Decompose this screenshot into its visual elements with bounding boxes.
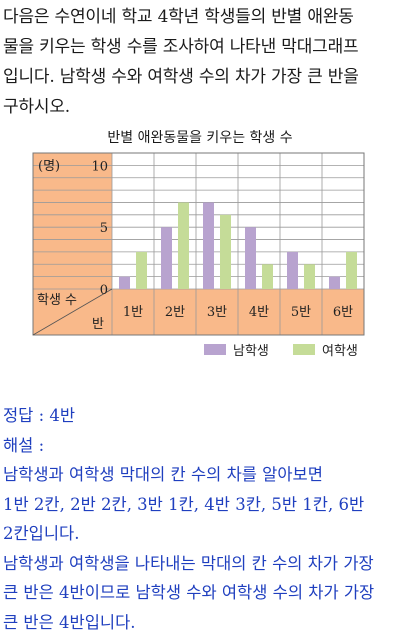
- answer-result: 정답 : 4반: [3, 401, 399, 431]
- x-tick-label: 3반: [207, 305, 227, 320]
- explanation-line: 남학생과 여학생 막대의 칸 수의 차를 알아보면: [3, 460, 399, 490]
- explanation-line: 큰 반은 4반입니다.: [3, 608, 399, 637]
- bar-boys: [245, 227, 256, 289]
- bar-girls: [304, 264, 315, 289]
- bar-girls: [178, 202, 189, 289]
- legend-swatch: [293, 344, 315, 355]
- unit-label: (명): [38, 159, 60, 174]
- x-tick-label: 2반: [165, 305, 185, 320]
- y-tick-label: 5: [100, 221, 108, 236]
- y-tick-label: 0: [100, 283, 108, 298]
- x-axis-title: 반: [92, 317, 104, 332]
- legend-swatch: [204, 344, 226, 355]
- explanation-line: 2칸입니다.: [3, 519, 399, 549]
- bar-boys: [203, 202, 214, 289]
- bar-boys: [329, 277, 340, 289]
- y-tick-label: 10: [91, 159, 108, 174]
- bar-boys: [287, 252, 298, 289]
- y-axis-title: 학생 수: [37, 293, 77, 308]
- answer-block: 정답 : 4반 해설 : 남학생과 여학생 막대의 칸 수의 차를 알아보면 1…: [3, 401, 399, 637]
- bar-girls: [262, 264, 273, 289]
- bar-girls: [220, 215, 231, 289]
- bar-boys: [161, 227, 172, 289]
- x-tick-label: 6반: [333, 305, 353, 320]
- x-tick-label: 5반: [291, 305, 311, 320]
- legend-label: 여학생: [322, 344, 358, 359]
- bar-girls: [136, 252, 147, 289]
- explanation-line: 큰 반은 4반이므로 남학생 수와 여학생 수의 차가 가장: [3, 578, 399, 608]
- bar-girls: [346, 252, 357, 289]
- explanation-line: 남학생과 여학생을 나타내는 막대의 칸 수의 차가 가장: [3, 549, 399, 579]
- explanation-line: 1반 2칸, 2반 2칸, 3반 1칸, 4반 3칸, 5반 1칸, 6반: [3, 490, 399, 520]
- explanation-label: 해설 :: [3, 431, 399, 461]
- bar-boys: [119, 277, 130, 289]
- legend-label: 남학생: [233, 344, 269, 359]
- x-tick-label: 4반: [249, 305, 269, 320]
- x-tick-label: 1반: [123, 305, 143, 320]
